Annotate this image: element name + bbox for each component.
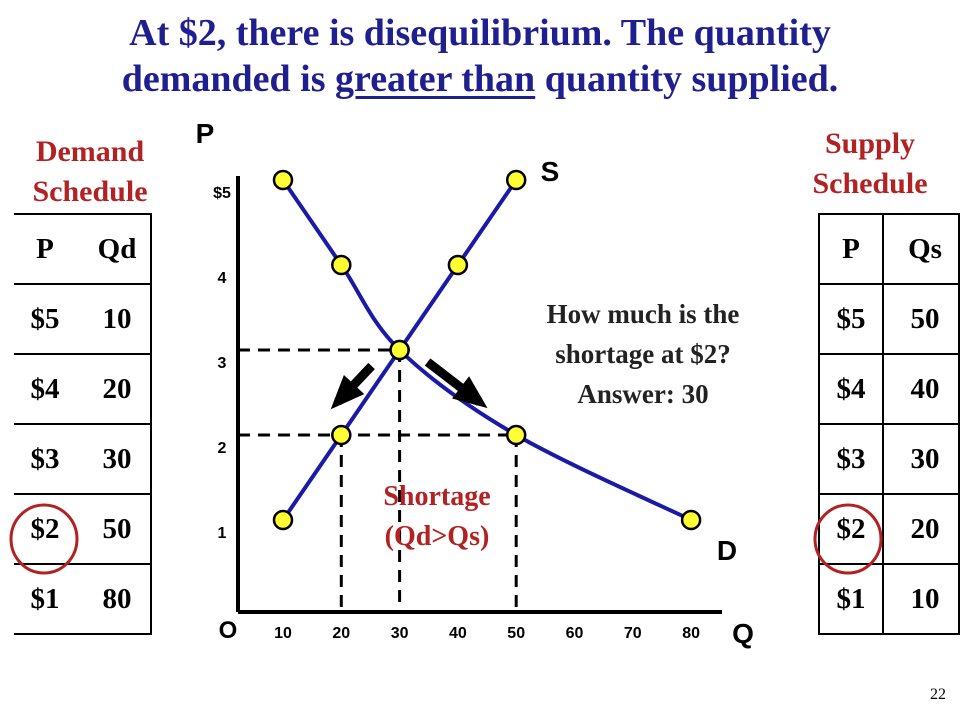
qty-cell: 10 <box>76 283 152 355</box>
x-tick-label: 20 <box>332 625 350 642</box>
demand-label-line1: Demand <box>35 135 145 168</box>
header-price: P <box>818 213 884 285</box>
demand-curve-label: D <box>717 535 737 566</box>
header-qd: Qd <box>76 213 152 285</box>
arrow-right-head <box>452 376 488 409</box>
supply-label-line2: Schedule <box>812 167 928 200</box>
data-point-s <box>447 254 469 276</box>
qty-cell: 80 <box>76 563 152 635</box>
qty-cell: 30 <box>882 423 960 495</box>
table-header-row: P Qs <box>818 213 960 285</box>
page-number: 22 <box>930 686 946 703</box>
price-cell: $5 <box>818 283 884 355</box>
table-row: $4 40 <box>818 353 960 425</box>
x-tick-label: 60 <box>566 625 584 642</box>
supply-curve-label: S <box>541 156 560 187</box>
table-row: $1 80 <box>14 563 152 635</box>
x-tick-label: 10 <box>274 625 292 642</box>
shortage-label-line-1: Shortage <box>383 481 490 512</box>
x-tick-label: 80 <box>682 625 700 642</box>
data-point-d <box>331 254 352 276</box>
table-row: $3 30 <box>818 423 960 495</box>
qty-cell: 20 <box>76 353 152 425</box>
price-cell: $1 <box>818 563 884 635</box>
shortage-label-line-2: (Qd>Qs) <box>385 521 490 552</box>
qty-cell: 10 <box>882 563 960 635</box>
header-qs: Qs <box>882 213 960 285</box>
y-tick-label: $5 <box>213 185 231 202</box>
x-tick-label: 30 <box>391 625 409 642</box>
origin-label: O <box>219 617 238 644</box>
data-point-s <box>389 339 410 361</box>
answer-line: Answer: 30 <box>577 379 708 409</box>
supply-schedule-label: Supply Schedule <box>790 124 950 204</box>
table-row: $4 20 <box>14 353 152 425</box>
arrow-left-head <box>330 374 365 410</box>
qty-cell: 50 <box>76 493 152 565</box>
demand-label-line2: Schedule <box>32 175 148 208</box>
table-row: $3 30 <box>14 423 152 495</box>
title-line-2-pre: demanded is <box>121 58 336 100</box>
price-cell: $5 <box>14 283 76 355</box>
price-cell: $1 <box>14 563 76 635</box>
header-price: P <box>14 213 76 285</box>
price-cell: $3 <box>14 423 76 495</box>
price-cell: $4 <box>14 353 76 425</box>
data-point-s <box>331 424 352 446</box>
x-tick-label: 50 <box>507 625 525 642</box>
qty-cell: 40 <box>882 353 960 425</box>
table-row: $1 10 <box>818 563 960 635</box>
y-tick-label: 4 <box>218 270 227 287</box>
y-tick-label: 2 <box>218 440 227 457</box>
title-underlined-phrase: greater than <box>335 58 536 100</box>
price-cell: $4 <box>818 353 884 425</box>
demand-schedule-table: P Qd $5 10 $4 20 $3 30 $2 50 $1 80 <box>14 213 152 635</box>
table-row: $5 10 <box>14 283 152 355</box>
x-axis-label: Q <box>732 618 754 649</box>
table-row: $5 50 <box>818 283 960 355</box>
qty-cell: 30 <box>76 423 152 495</box>
y-tick-label: 3 <box>218 355 227 372</box>
demand-schedule-label: Demand Schedule <box>10 132 170 212</box>
title-line-1: At $2, there is disequilibrium. The quan… <box>129 12 831 54</box>
table-header-row: P Qd <box>14 213 152 285</box>
x-tick-label: 70 <box>624 625 642 642</box>
supply-label-line1: Supply <box>824 127 916 160</box>
supply-highlight-circle <box>813 503 883 575</box>
title-line-2-post: quantity supplied. <box>535 58 839 100</box>
data-point-s <box>272 509 294 531</box>
price-cell: $3 <box>818 423 884 495</box>
y-tick-label: 1 <box>218 525 227 542</box>
x-tick-label: 40 <box>449 625 467 642</box>
qty-cell: 20 <box>882 493 960 565</box>
data-point-d <box>680 509 702 531</box>
data-point-s <box>505 169 527 191</box>
qty-cell: 50 <box>882 283 960 355</box>
title-line-2: demanded is greater than quantity suppli… <box>0 56 960 102</box>
question-line-2: shortage at $2? <box>555 339 730 369</box>
data-point-d <box>505 424 527 446</box>
data-point-d <box>272 169 294 191</box>
supply-schedule-table: P Qs $5 50 $4 40 $3 30 $2 20 $1 10 <box>818 213 960 635</box>
question-line-1: How much is the <box>547 299 740 329</box>
slide-title: At $2, there is disequilibrium. The quan… <box>0 10 960 102</box>
curve-d <box>281 178 692 522</box>
y-axis-label: P <box>196 118 215 149</box>
demand-highlight-circle <box>9 503 79 575</box>
